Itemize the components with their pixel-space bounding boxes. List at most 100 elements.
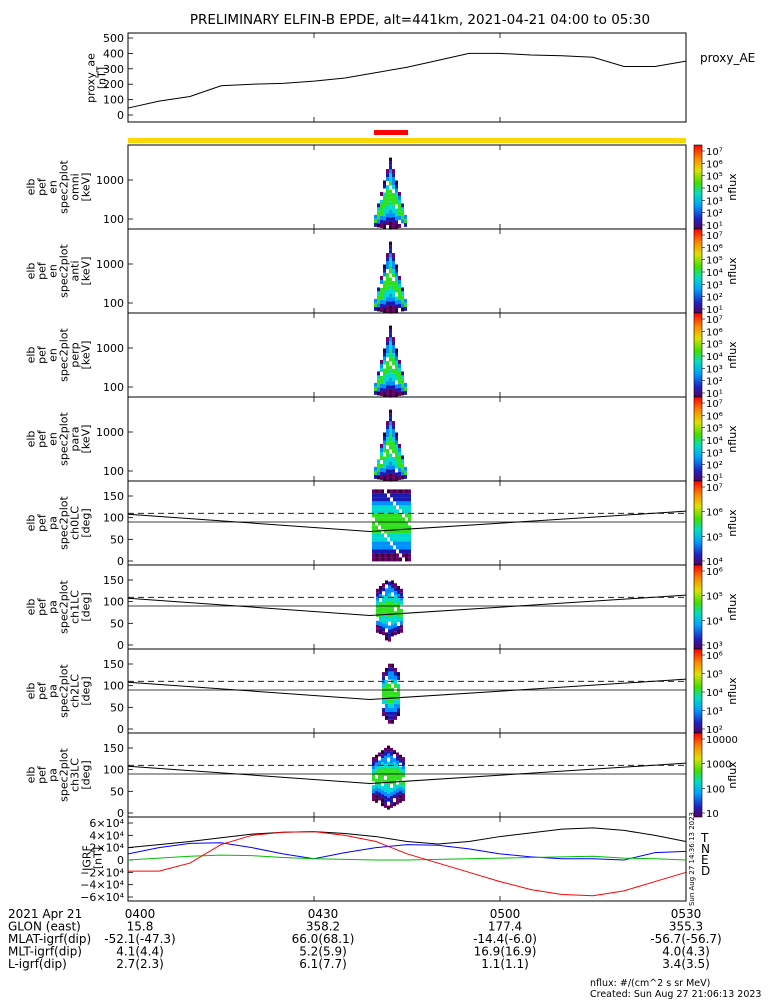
spectrogram-cell [404, 470, 407, 475]
spectrogram-cell [380, 303, 383, 308]
spectrogram-cell [408, 525, 411, 530]
spectrogram-cell [398, 475, 401, 480]
spectrogram-cell [396, 489, 399, 494]
spectrogram-cell [380, 375, 383, 380]
spectrogram-cell [380, 391, 383, 396]
spectrogram-cell [392, 369, 395, 374]
spectrogram-cell [383, 348, 386, 353]
spectrogram-cell [389, 441, 392, 446]
spectrogram-cell [402, 553, 405, 558]
spectrogram-cell [386, 389, 389, 394]
spectrogram-cell [398, 371, 401, 376]
spectrogram-cell [383, 292, 386, 297]
spectrogram-cell [383, 440, 386, 445]
spectrogram-cell [381, 794, 384, 799]
spectrogram-cell [380, 191, 383, 196]
spectrogram-cell [380, 475, 383, 480]
spectrogram-cell [398, 207, 401, 212]
spectrogram-cell [372, 789, 375, 794]
spectrogram-cell [392, 437, 395, 442]
spectrogram-cell [402, 541, 405, 546]
spectrogram-cell [401, 459, 404, 464]
spectrogram-cell [392, 253, 395, 258]
y-label-line: pef [36, 429, 49, 448]
spectrogram-cell [391, 620, 394, 625]
spectrogram-cell [387, 545, 390, 550]
spectrogram-cell [392, 301, 395, 306]
spectrogram-cell [384, 521, 387, 526]
spectrogram-cell [382, 712, 385, 717]
spectrogram-cell [381, 762, 384, 767]
spectrogram-cell [375, 513, 378, 518]
spectrogram-cell [392, 309, 395, 314]
spectrogram-cell [396, 509, 399, 514]
spectrogram-cell [386, 353, 389, 358]
spectrogram-cell [396, 553, 399, 558]
spectrogram-cell [386, 173, 389, 178]
spectrogram-cell [399, 521, 402, 526]
spectrogram-cell [399, 541, 402, 546]
y-label-line: [keV] [80, 173, 93, 202]
spectrogram-cell [392, 449, 395, 454]
spectrogram-cell [401, 215, 404, 220]
status-bar-yellow [128, 138, 686, 143]
spectrogram-cell [375, 489, 378, 494]
spectrogram-cell [399, 545, 402, 550]
footer-value: 6.1(7.7) [299, 957, 347, 971]
spectrogram-cell [401, 463, 404, 468]
spectrogram-cell [390, 755, 393, 760]
spectrogram-cell [383, 376, 386, 381]
spectrogram-cell [391, 667, 394, 672]
spectrogram-cell [372, 797, 375, 802]
y-label-line: en [47, 180, 60, 194]
spectrogram-cell [396, 784, 399, 789]
spectrogram-cell [388, 675, 391, 680]
spectrogram-cell [375, 517, 378, 522]
spectrogram-cell [394, 631, 397, 636]
spectrogram-cell [391, 703, 394, 708]
spectrogram-cell [389, 269, 392, 274]
footer-value: 1.1(1.1) [481, 957, 529, 971]
spectrogram-cell [384, 799, 387, 804]
spectrogram-cell [375, 505, 378, 510]
spectrogram-cell [398, 275, 401, 280]
spectrogram-cell [398, 467, 401, 472]
spectrogram-cell [400, 600, 403, 605]
y-label-line: pa [47, 684, 60, 698]
spectrogram-cell [386, 281, 389, 286]
spectrogram-cell [381, 513, 384, 518]
spectrogram-cell [390, 763, 393, 768]
spectrogram-cell [391, 715, 394, 720]
spectrogram-cell [377, 387, 380, 392]
spectrogram-cell [394, 671, 397, 676]
spectrogram-cell [392, 461, 395, 466]
spectrogram-cell [396, 525, 399, 530]
spectrogram-cell [381, 549, 384, 554]
spectrogram-data [372, 489, 411, 562]
spectrogram-cell [391, 580, 394, 585]
spectrogram-cell [386, 393, 389, 398]
spectrogram-cell [402, 793, 405, 798]
spectrogram-cell [405, 497, 408, 502]
spectrogram-cell [384, 529, 387, 534]
footer-value: 0400 [125, 907, 156, 921]
spectrogram-cell [380, 463, 383, 468]
spectrogram-cell [384, 501, 387, 506]
spectrogram-cell [389, 301, 392, 306]
colorbar-tick-label: 10¹ [706, 389, 723, 400]
spectrogram-cell [384, 787, 387, 792]
spectrogram-cell [405, 513, 408, 518]
spectrogram-cell [386, 469, 389, 474]
colorbar: 10000 1000 100 10 nflux [693, 732, 739, 820]
spectrogram-data [374, 409, 407, 482]
spectrogram-cell [402, 497, 405, 502]
y-tick-label: 0 [117, 854, 124, 867]
spectrogram-cell [398, 383, 401, 388]
spectrogram-cell [390, 545, 393, 550]
spectrogram-cell [389, 209, 392, 214]
spectrogram-cell [382, 611, 385, 616]
spectrogram-cell [408, 553, 411, 558]
spectrogram-cell [375, 549, 378, 554]
spectrogram-cell [395, 464, 398, 469]
spectrogram-cell [395, 280, 398, 285]
